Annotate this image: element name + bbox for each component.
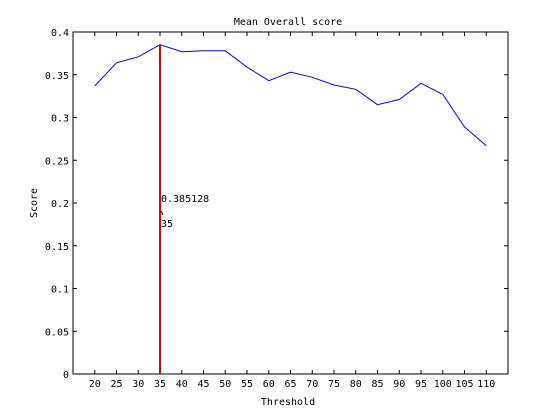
- y-tick-label: 0.3: [51, 114, 69, 125]
- x-tick-label: 50: [219, 379, 231, 390]
- axes-frame: [72, 31, 509, 375]
- x-tick-label: 110: [477, 379, 495, 390]
- annotation-value-label: 0.385128: [161, 194, 209, 205]
- y-tick-label: 0.2: [51, 199, 69, 210]
- plot-area: 20 25 30 35 40 45 50 55 60 65 70 75 80 85 90 95 100 105 11…: [45, 28, 509, 390]
- x-tick-label: 70: [306, 379, 318, 390]
- annotation-tick: [160, 210, 164, 216]
- y-axis-label: Score: [29, 188, 40, 218]
- y-tick-label: 0.15: [45, 242, 69, 253]
- x-axis-label: Threshold: [261, 397, 315, 408]
- annotation-x-label: 35: [161, 219, 173, 230]
- y-tick-label: 0.1: [51, 285, 69, 296]
- x-tick-label: 80: [350, 379, 362, 390]
- x-tick-label: 95: [415, 379, 427, 390]
- x-tick-label: 20: [89, 379, 101, 390]
- y-tick-label: 0.05: [45, 327, 69, 338]
- x-tick-label: 25: [110, 379, 122, 390]
- x-tick-label: 90: [393, 379, 405, 390]
- y-tick-label: 0: [63, 370, 69, 381]
- x-tick-label: 35: [154, 379, 166, 390]
- x-tick-label: 55: [241, 379, 253, 390]
- x-tick-label: 40: [176, 379, 188, 390]
- series-line: [94, 44, 487, 147]
- y-tick-label: 0.4: [51, 28, 69, 39]
- x-tick-label: 30: [132, 379, 144, 390]
- y-tick-label: 0.35: [45, 71, 69, 82]
- x-tick-label: 105: [455, 379, 473, 390]
- x-tick-label: 85: [371, 379, 383, 390]
- y-tick-label: 0.25: [45, 156, 69, 167]
- x-tick-label: 45: [197, 379, 209, 390]
- x-tick-label: 75: [328, 379, 340, 390]
- chart-title: Mean Overall score: [234, 17, 342, 28]
- x-tick-label: 60: [263, 379, 275, 390]
- x-tick-label: 65: [284, 379, 296, 390]
- x-tick-label: 100: [434, 379, 452, 390]
